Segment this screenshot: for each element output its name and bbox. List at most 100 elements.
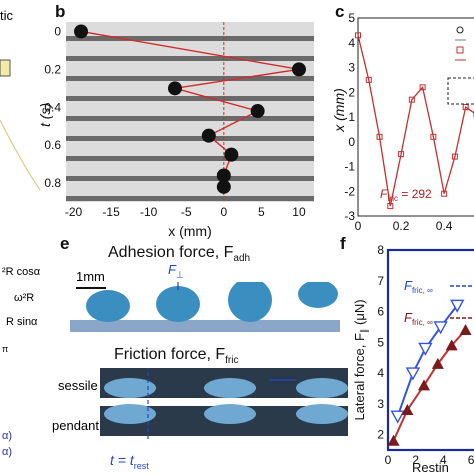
panel-b-stripe (66, 136, 314, 141)
panel-f-point-red (431, 357, 444, 369)
panel-f-ytick: 3 (377, 397, 384, 411)
panel-e-friction-title: Friction force, Ffric (114, 346, 239, 367)
panel-c-data-point (408, 96, 415, 103)
panel-c-data-point (365, 76, 372, 83)
panel-e-fperp: F⊥ (168, 262, 184, 280)
panel-b-stripe (66, 116, 314, 121)
panel-f-point-blue (433, 321, 448, 335)
panel-f-ytick: 5 (377, 335, 384, 349)
panel-f-point-blue (390, 410, 405, 424)
panel-f-ytick: 2 (377, 428, 384, 442)
panel-e-t-rest: t = trest (110, 452, 149, 471)
panel-c-frame (357, 17, 474, 217)
panel-b-droplet-point (224, 147, 239, 162)
panel-f-label: f (340, 234, 346, 253)
panel-b-plot-bg (66, 22, 314, 202)
panel-c-xtick: 0.4 (436, 219, 453, 233)
panel-c-data-point (451, 153, 458, 160)
panel-c-data-point (419, 84, 426, 91)
panel-b-label: b (55, 2, 66, 21)
panel-c-legend-marker-3 (456, 46, 464, 54)
panel-c-ytick: -2 (344, 184, 355, 198)
panel-b-stripes (66, 36, 314, 201)
panel-b-xlabel: x (mm) (168, 223, 212, 239)
panel-b-stripe (66, 196, 314, 201)
panel-f-ytick: 6 (377, 305, 384, 319)
panel-c-data-point (441, 190, 448, 197)
panel-e-sessile-label: sessile (58, 378, 98, 393)
adhesion-droplet-4 (298, 282, 338, 308)
panel-c-ylabel: x (mm) (331, 88, 347, 133)
panel-c-label: c (335, 2, 345, 21)
panel-f-ytick: 8 (377, 243, 384, 257)
panel-f-ytick: 4 (377, 366, 384, 380)
panel-f-ytick: 7 (377, 274, 384, 288)
pendant-drop-2 (204, 404, 256, 424)
panel-a-curve (0, 119, 41, 191)
panel-e-friction-images (100, 368, 348, 442)
panel-a-box (0, 59, 11, 77)
panel-f-point-red (387, 434, 400, 446)
panel-e-adhesion-images (70, 282, 340, 332)
panel-c-ytick: 3 (348, 61, 355, 75)
panel-c-data-point (355, 32, 361, 39)
panel-f-ffric-inf-2: Ffric, ∞ (404, 310, 433, 327)
panel-f-point-red (459, 324, 472, 335)
panel-b-stripe (66, 56, 314, 61)
pendant-drop-1 (104, 404, 156, 424)
panel-e-scale-bar: 1mm (76, 268, 106, 289)
panel-b-droplet-point (250, 104, 265, 119)
pendant-drop-3 (296, 404, 348, 424)
panel-c-data-point (430, 133, 437, 140)
label-alpha-1: α) (2, 430, 13, 442)
panel-b-xtick: 10 (292, 205, 306, 219)
panel-c-ffric: Ffric = 292 (380, 187, 432, 203)
panel-b-ytick: 0.8 (44, 176, 61, 190)
panel-f-ylabel: Lateral force, F∥ (μN) (352, 299, 369, 420)
panel-c-ytick: 0 (348, 135, 355, 149)
panel-f-point-red (401, 404, 414, 415)
panel-b-droplet-point (167, 81, 182, 96)
panel-a-fragment: tic ²R cosα ω²R R sinα π α) α) (0, 0, 56, 474)
panel-f-point-red (418, 379, 430, 391)
panel-b-stripe (66, 176, 314, 181)
panel-c-ytick: 1 (348, 110, 355, 124)
panel-c-xtick: 0 (355, 219, 362, 233)
panel-f-point-blue (450, 299, 465, 313)
panel-c-legend (455, 26, 466, 61)
label-omega: ω²R (14, 292, 35, 304)
panel-f-point-blue (418, 342, 433, 356)
panel-c-ytick: 5 (348, 11, 355, 25)
adhesion-droplet-2 (156, 286, 200, 322)
panel-c-ytick: 4 (348, 36, 355, 50)
panel-f-frame (386, 248, 474, 452)
panel-b-droplet-point (201, 128, 216, 143)
panel-b-xtick: 5 (258, 205, 265, 219)
panel-c-legend-marker-1 (456, 26, 464, 34)
panel-b-stripe (66, 76, 314, 81)
panel-b-ylabel: t (s) (40, 103, 53, 127)
panel-f-fit-red (392, 329, 467, 442)
sessile-drop-1 (104, 378, 156, 398)
sessile-drop-2 (204, 378, 256, 398)
panel-c-data-point (462, 104, 469, 111)
panel-c-series-line (357, 35, 474, 207)
label-pi: π (2, 344, 9, 354)
sessile-drop-3 (296, 378, 348, 398)
panel-b-xtick: -5 (181, 205, 192, 219)
panel-e-pendant-label: pendant (52, 418, 99, 433)
panel-b-xtick: 0 (220, 205, 227, 219)
panel-c-data-point (376, 133, 383, 140)
panel-b-stripe (66, 96, 314, 101)
panel-c-ytick: -1 (344, 160, 355, 174)
panel-b-ytick: 0 (54, 24, 61, 38)
panel-a-top-text: tic (0, 8, 13, 23)
panel-b-stripe (66, 36, 314, 41)
panel-b-xtick: -10 (140, 205, 158, 219)
panel-e-label: e (60, 234, 70, 253)
panel-b-ytick: 0.6 (44, 138, 61, 152)
panel-e-adhesion-title: Adhesion force, Fadh (108, 244, 251, 265)
panel-c-xtick: 0.2 (393, 219, 410, 233)
panel-b-chart: t (s) 0 0.2 0.4 0.6 0.8 -20 -15 -10 -5 0 5 10 x (m… (40, 22, 314, 239)
